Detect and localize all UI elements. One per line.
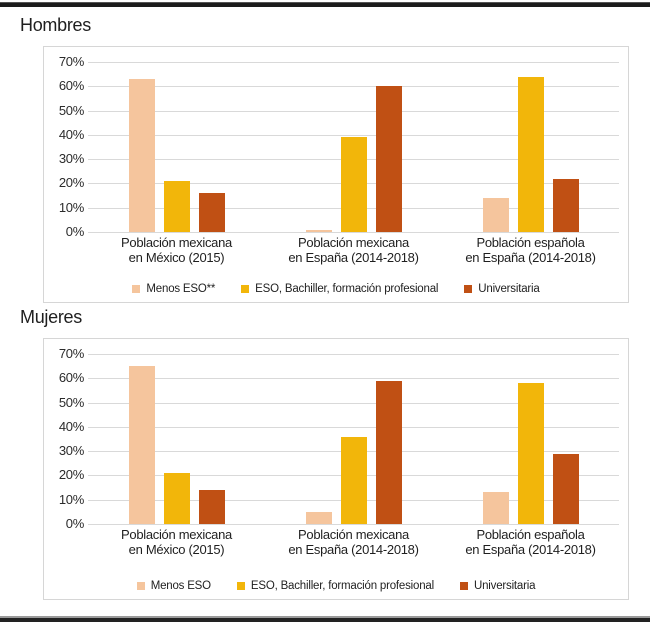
gridline: [88, 524, 619, 525]
bar: [552, 453, 579, 524]
gridline: [88, 426, 619, 428]
legend-label: Universitaria: [478, 283, 540, 295]
bar: [198, 490, 225, 524]
legend-label: ESO, Bachiller, formación profesional: [255, 283, 439, 295]
bar: [305, 229, 332, 232]
y-tick-label: 30%: [58, 443, 84, 459]
bar: [482, 198, 509, 232]
gridline: [88, 110, 619, 112]
plot-area: [88, 62, 619, 232]
x-tick-label: Población española en España (2014-2018): [465, 235, 596, 266]
bar: [340, 436, 367, 524]
bar: [375, 86, 402, 232]
gridline: [88, 402, 619, 404]
plot-row: 70% 60% 50% 40% 30% 20% 10% 0%: [44, 47, 628, 239]
bar: [552, 178, 579, 232]
y-tick-label: 70%: [58, 346, 84, 361]
bar: [198, 193, 225, 232]
x-tick-label: Población mexicana en España (2014-2018): [288, 235, 419, 266]
y-tick-label: 60%: [58, 370, 84, 386]
legend-item: Menos ESO**: [132, 283, 215, 295]
gridline: [88, 378, 619, 380]
legend-swatch: [136, 582, 145, 590]
chart-title-mujeres: Mujeres: [20, 307, 82, 327]
legend-item: Menos ESO: [136, 580, 211, 592]
y-tick-label: 70%: [58, 54, 84, 69]
chart-box-hombres: 70% 60% 50% 40% 30% 20% 10% 0% Población mexican…: [43, 46, 629, 303]
y-tick-label: 10%: [58, 491, 84, 507]
legend-label: Menos ESO**: [146, 283, 216, 295]
bar-group: [265, 354, 442, 524]
bar: [375, 380, 402, 524]
plot-row: 70% 60% 50% 40% 30% 20% 10% 0%: [44, 339, 628, 531]
y-tick-label: 20%: [58, 467, 84, 483]
x-tick-label: Población mexicana en México (2015): [121, 527, 232, 558]
bar: [163, 181, 190, 232]
plot-area: [88, 354, 619, 524]
legend-item: ESO, Bachiller, formación profesional: [241, 283, 438, 295]
x-tick-label: Población mexicana en España (2014-2018): [288, 527, 419, 558]
legend-label: ESO, Bachiller, formación profesional: [250, 580, 434, 592]
legend-item: Universitaria: [459, 580, 536, 592]
bar: [163, 473, 190, 524]
legend-item: ESO, Bachiller, formación profesional: [236, 580, 434, 592]
bar-group: [442, 354, 619, 524]
bar: [128, 79, 155, 232]
gridline: [88, 134, 619, 136]
y-tick-label: 20%: [58, 175, 84, 191]
legend-swatch: [236, 582, 245, 590]
bar-group: [442, 62, 619, 232]
y-tick-label: 60%: [58, 78, 84, 94]
y-tick-label: 0%: [65, 224, 85, 239]
bar: [482, 492, 509, 524]
gridline: [88, 86, 619, 88]
legend-label: Universitaria: [473, 580, 536, 592]
y-tick-label: 50%: [58, 394, 84, 410]
y-tick-label: 50%: [58, 102, 84, 118]
bar: [517, 76, 544, 232]
y-tick-label: 40%: [58, 126, 84, 142]
chart-title-hombres: Hombres: [20, 15, 91, 35]
bar-group: [88, 354, 265, 524]
bar: [305, 511, 332, 524]
legend-swatch: [241, 285, 250, 293]
legend: Menos ESO ESO, Bachiller, formación profe…: [44, 580, 628, 592]
legend: Menos ESO** ESO, Bachiller, formación pro…: [44, 283, 628, 295]
legend-swatch: [464, 285, 473, 293]
x-axis-labels: Población mexicana en México (2015) Pobla…: [88, 527, 619, 558]
y-tick-label: 0%: [65, 516, 85, 531]
x-tick-label: Población mexicana en México (2015): [121, 235, 232, 266]
bar: [128, 366, 155, 524]
legend-item: Universitaria: [464, 283, 540, 295]
top-rule: [0, 2, 650, 7]
gridline: [88, 62, 619, 63]
bottom-rule: [0, 616, 650, 622]
y-tick-label: 40%: [58, 418, 84, 434]
y-tick-label: 30%: [58, 151, 84, 167]
x-axis-labels: Población mexicana en México (2015) Pobla…: [88, 235, 619, 266]
x-tick-label: Población española en España (2014-2018): [465, 527, 596, 558]
chart-box-mujeres: 70% 60% 50% 40% 30% 20% 10% 0% Población mexican…: [43, 338, 629, 600]
gridline: [88, 354, 619, 355]
legend-label: Menos ESO: [150, 580, 211, 592]
legend-swatch: [132, 285, 141, 293]
legend-swatch: [459, 582, 468, 590]
bar-group: [265, 62, 442, 232]
bar-group: [88, 62, 265, 232]
gridline: [88, 232, 619, 233]
bar: [517, 383, 544, 524]
bar: [340, 137, 367, 232]
y-tick-label: 10%: [58, 199, 84, 215]
